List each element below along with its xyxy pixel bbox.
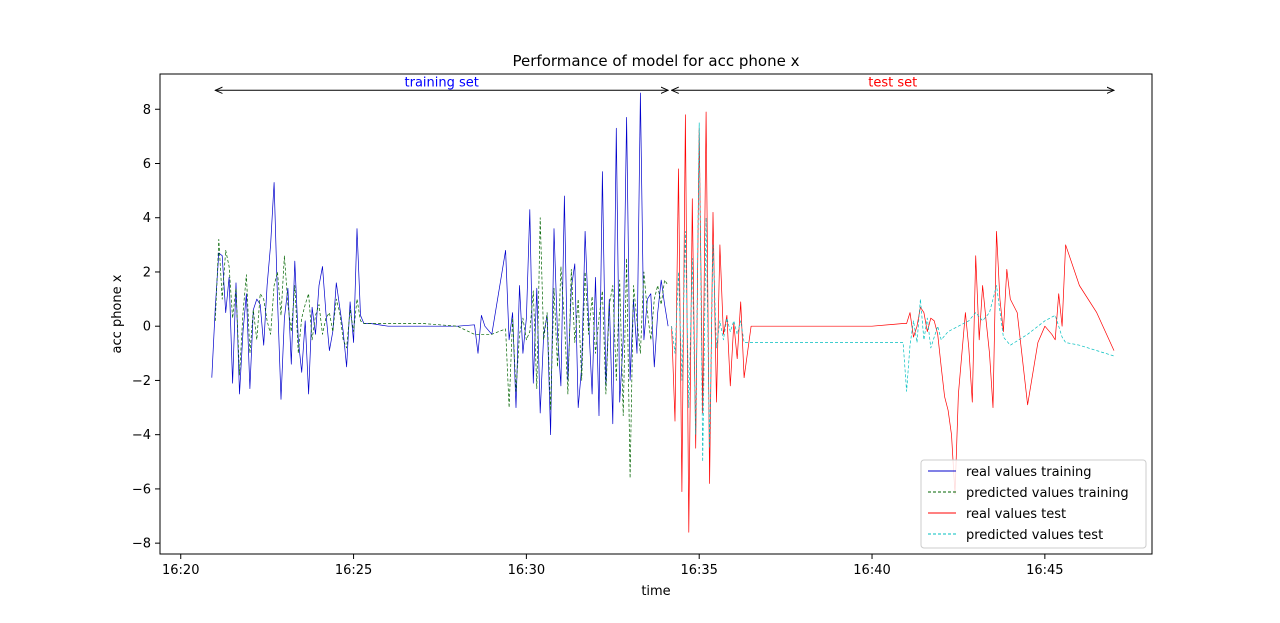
y-axis-ticks: −8 −6 −4 −2 0 2 4 6 8 [132, 103, 160, 552]
annotation-layer: training set test set [215, 75, 1114, 90]
annotation-label: training set [405, 75, 479, 90]
y-tick-label: −2 [132, 374, 151, 389]
legend-entry: predicted values test [966, 528, 1103, 543]
y-tick-label: 6 [143, 157, 151, 172]
y-tick-label: 8 [143, 103, 151, 118]
legend-entry: predicted values training [966, 486, 1129, 501]
y-tick-label: −8 [132, 537, 151, 552]
y-tick-label: −6 [132, 482, 151, 497]
x-tick-label: 16:35 [680, 563, 717, 578]
legend-box [920, 459, 1147, 549]
legend: real values training predicted values tra… [920, 459, 1147, 549]
annotation-label: test set [868, 75, 917, 90]
x-axis-ticks: 16:20 16:25 16:30 16:35 16:40 16:45 [162, 554, 1064, 578]
plot-frame [159, 73, 1153, 555]
legend-entry: real values training [966, 465, 1092, 480]
y-tick-label: 4 [143, 211, 151, 226]
chart-title: Performance of model for acc phone x [513, 52, 800, 70]
x-tick-label: 16:40 [853, 563, 890, 578]
x-tick-label: 16:30 [508, 563, 545, 578]
x-tick-label: 16:20 [162, 563, 199, 578]
x-tick-label: 16:25 [335, 563, 372, 578]
y-tick-label: 2 [143, 265, 151, 280]
series-layer [211, 92, 1115, 533]
series-line-3 [671, 111, 1115, 533]
series-line-1 [211, 92, 669, 436]
x-axis-label: time [641, 584, 670, 599]
y-axis-label: acc phone x [110, 274, 125, 353]
y-tick-label: −4 [132, 428, 151, 443]
y-tick-label: 0 [143, 320, 151, 335]
x-tick-label: 16:45 [1026, 563, 1063, 578]
series-line-4 [671, 122, 1115, 463]
legend-entry: real values test [966, 507, 1066, 522]
